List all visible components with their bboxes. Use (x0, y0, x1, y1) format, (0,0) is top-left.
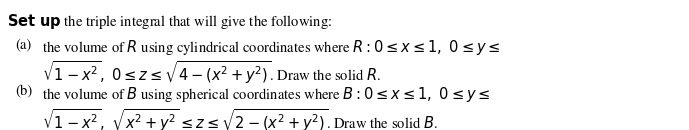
Text: $\sqrt{1-x^2},\ 0 \leq z \leq \sqrt{4-(x^2+y^2)}$. Draw the solid $R$.: $\sqrt{1-x^2},\ 0 \leq z \leq \sqrt{4-(x… (42, 60, 381, 86)
Text: (a): (a) (15, 38, 31, 51)
Text: $\sqrt{1-x^2},\ \sqrt{x^2+y^2} \leq z \leq \sqrt{2-(x^2+y^2)}$. Draw the solid $: $\sqrt{1-x^2},\ \sqrt{x^2+y^2} \leq z \l… (42, 108, 438, 130)
Text: $\mathbf{Set\ up}$ the triple integral that will give the following:: $\mathbf{Set\ up}$ the triple integral t… (7, 12, 332, 31)
Text: (b): (b) (15, 85, 32, 98)
Text: the volume of $B$ using spherical coordinates where $B : 0 \leq x \leq 1,\ 0 \le: the volume of $B$ using spherical coordi… (42, 85, 491, 104)
Text: the volume of $R$ using cylindrical coordinates where $R : 0 \leq x \leq 1,\ 0 \: the volume of $R$ using cylindrical coor… (42, 38, 500, 57)
